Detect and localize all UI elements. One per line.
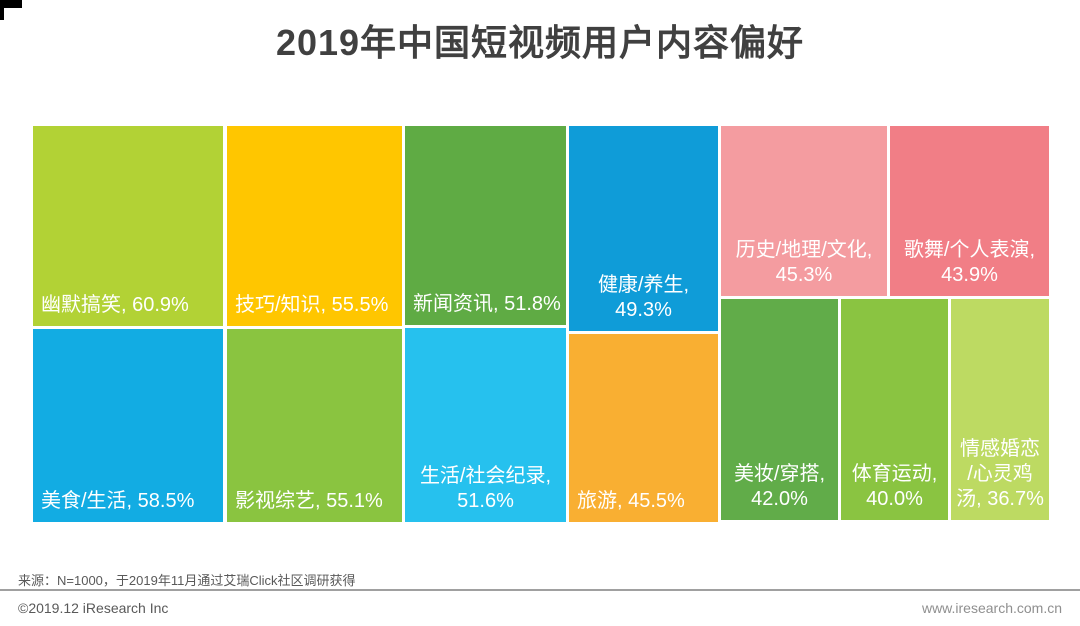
treemap-block-health: 健康/养生, 49.3% (569, 126, 718, 331)
treemap-block-beauty-fashion: 美妆/穿搭, 42.0% (721, 299, 838, 520)
treemap-block-label: 幽默搞笑, 60.9% (41, 294, 189, 316)
website-text: www.iresearch.com.cn (921, 600, 1062, 616)
source-note: 来源：N=1000，于2019年11月通过艾瑞Click社区调研获得 (18, 573, 356, 588)
treemap-block-label: 美食/生活, 58.5% (41, 490, 195, 512)
corner-artifact-horizontal (0, 0, 22, 8)
treemap-block-label: 歌舞/个人表演, 43.9% (903, 239, 1036, 286)
treemap-block-label: 旅游, 45.5% (577, 490, 685, 512)
treemap-block-label: 情感婚恋 /心灵鸡 汤, 36.7% (956, 438, 1044, 510)
treemap-block-label: 健康/养生, 49.3% (597, 274, 690, 321)
chart-title: 2019年中国短视频用户内容偏好 (275, 22, 805, 63)
treemap-block-life-documentary: 生活/社会纪录, 51.6% (405, 328, 566, 522)
footer-divider (0, 589, 1080, 591)
corner-artifact-vertical (0, 0, 4, 20)
treemap-block-sports: 体育运动, 40.0% (841, 299, 948, 520)
treemap-block-skills-knowledge: 技巧/知识, 55.5% (227, 126, 402, 326)
treemap-block-travel: 旅游, 45.5% (569, 334, 718, 522)
treemap-block-label: 生活/社会纪录, 51.6% (419, 465, 552, 512)
treemap-block-label: 影视综艺, 55.1% (235, 490, 383, 512)
treemap-block-label: 美妆/穿搭, 42.0% (733, 463, 826, 510)
treemap-block-film-variety: 影视综艺, 55.1% (227, 329, 402, 522)
treemap-block-humor: 幽默搞笑, 60.9% (33, 126, 223, 326)
treemap-block-news: 新闻资讯, 51.8% (405, 126, 566, 325)
treemap-block-label: 体育运动, 40.0% (851, 463, 938, 510)
treemap-block-label: 技巧/知识, 55.5% (235, 294, 389, 316)
treemap-block-emotion-soul: 情感婚恋 /心灵鸡 汤, 36.7% (951, 299, 1049, 520)
treemap-block-label: 新闻资讯, 51.8% (413, 293, 561, 315)
treemap-block-label: 历史/地理/文化, 45.3% (735, 239, 873, 286)
treemap-block-history-geo-culture: 历史/地理/文化, 45.3% (721, 126, 887, 296)
treemap-block-food-life: 美食/生活, 58.5% (33, 329, 223, 522)
copyright-text: ©2019.12 iResearch Inc (18, 600, 169, 616)
treemap-block-dance-performance: 歌舞/个人表演, 43.9% (890, 126, 1049, 296)
